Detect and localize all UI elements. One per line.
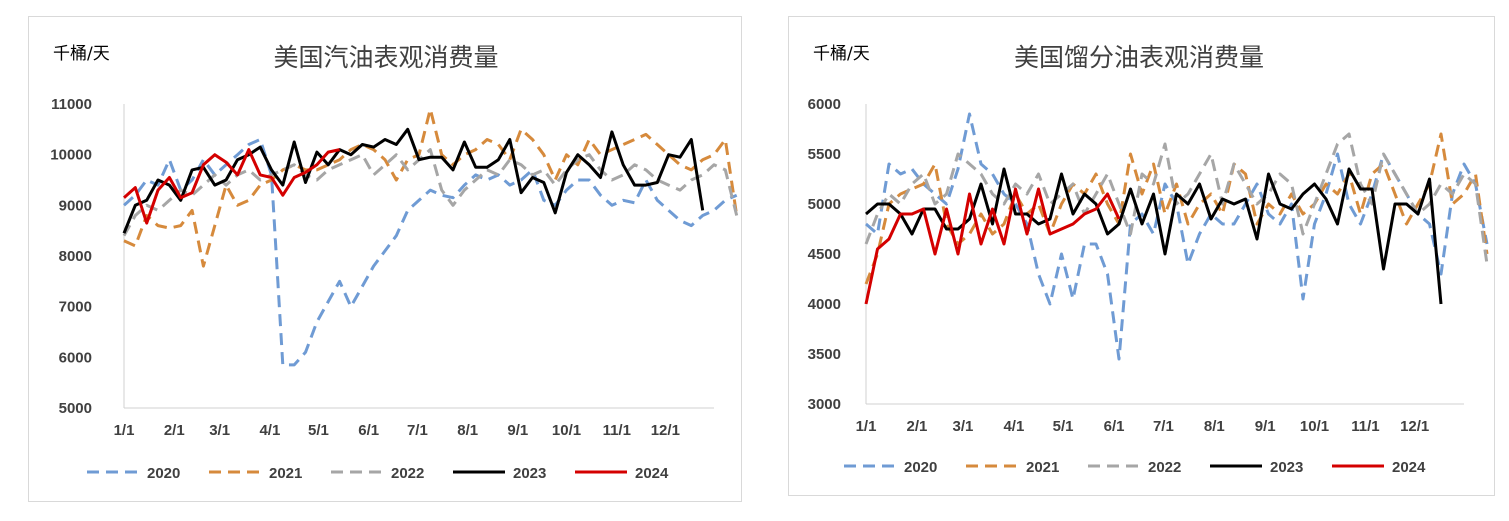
y-tick-label: 9000 [59,197,92,214]
y-tick-label: 3500 [808,346,841,363]
legend-label: 2021 [269,465,302,482]
y-tick-label: 6000 [59,349,92,366]
x-tick-label: 6/1 [1104,418,1125,435]
x-tick-label: 8/1 [1204,418,1225,435]
y-tick-label: 8000 [59,248,92,265]
x-tick-label: 8/1 [457,422,478,439]
y-tick-label: 4000 [808,296,841,313]
series-line-2024 [123,148,340,225]
x-tick-label: 3/1 [953,418,974,435]
series-line-2021 [123,107,739,268]
y-tick-label: 6000 [808,96,841,113]
x-tick-label: 11/1 [603,422,631,439]
legend-label: 2021 [1026,459,1059,476]
x-tick-label: 6/1 [358,422,379,439]
legend-label: 2024 [1392,459,1426,476]
gasoline-chart-panel: 美国汽油表观消费量 千桶/天 5000 6000 7000 8000 9000 10000 11… [28,16,742,502]
x-tick-label: 11/1 [1351,418,1379,435]
x-tick-label: 2/1 [907,418,928,435]
y-tick-label: 5000 [59,400,92,417]
series-line-2022 [122,148,739,237]
series-line-2023 [865,167,1443,305]
series-line-2020 [123,138,738,367]
x-tick-label: 3/1 [209,422,230,439]
x-tick-label: 9/1 [507,422,528,439]
legend-label: 2023 [513,465,546,482]
legend-label: 2024 [635,465,669,482]
y-tick-label: 10000 [50,147,92,164]
legend-label: 2020 [147,465,180,482]
x-tick-label: 4/1 [1003,418,1024,435]
x-tick-label: 1/1 [856,418,877,435]
distillate-chart-panel: 美国馏分油表观消费量 千桶/天 3000 3500 4000 4500 5000 5500 60… [788,16,1495,496]
y-tick-label: 11000 [51,96,92,113]
series-line-2024 [864,187,1121,305]
series-line-2023 [122,127,705,234]
distillate-chart: 美国馏分油表观消费量 千桶/天 3000 3500 4000 4500 5000 5500 60… [808,43,1489,476]
y-tick-label: 3000 [808,396,841,413]
y-tick-label: 5000 [808,196,841,213]
unit-label: 千桶/天 [53,44,110,64]
legend-label: 2023 [1270,459,1303,476]
x-tick-label: 4/1 [259,422,280,439]
x-tick-label: 2/1 [164,422,185,439]
x-tick-label: 10/1 [1300,418,1329,435]
x-tick-label: 1/1 [114,422,135,439]
unit-label: 千桶/天 [813,44,870,64]
legend-label: 2022 [1148,459,1181,476]
chart-title: 美国馏分油表观消费量 [1014,43,1264,72]
series-line-2022 [864,132,1489,265]
x-tick-label: 12/1 [1400,418,1429,435]
y-tick-label: 4500 [808,246,841,263]
x-tick-label: 9/1 [1255,418,1276,435]
x-tick-label: 10/1 [552,422,581,439]
series-line-2020 [865,112,1489,361]
x-tick-label: 5/1 [308,422,329,439]
x-tick-label: 7/1 [407,422,428,439]
legend-label: 2022 [391,465,424,482]
y-tick-label: 5500 [808,146,841,163]
gasoline-chart: 美国汽油表观消费量 千桶/天 5000 6000 7000 8000 9000 10000 11… [50,43,739,482]
x-tick-label: 7/1 [1153,418,1174,435]
series-line-2021 [864,132,1489,285]
y-tick-label: 7000 [59,299,92,316]
chart-title: 美国汽油表观消费量 [273,43,498,72]
x-tick-label: 12/1 [651,422,680,439]
legend-label: 2020 [904,459,937,476]
x-tick-label: 5/1 [1053,418,1074,435]
